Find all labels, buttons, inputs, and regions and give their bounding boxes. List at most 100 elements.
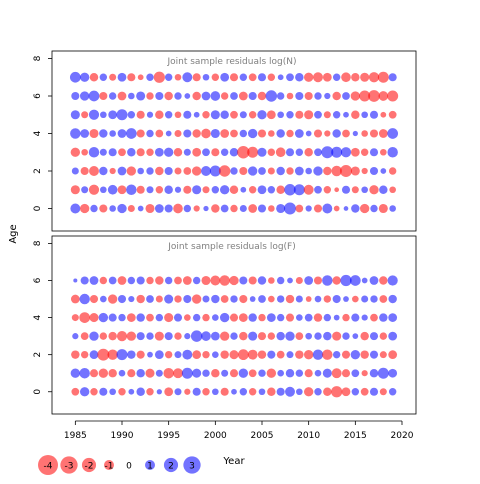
bubble-age4-1992 (136, 313, 145, 322)
bubble-age0-2010 (305, 205, 312, 212)
bubble-age5-1986 (79, 293, 90, 305)
bubble-age5-2016 (361, 111, 368, 119)
bubble-age1-2003 (240, 186, 247, 193)
bubble-age2-2002 (230, 167, 238, 175)
bubble-age1-1990 (118, 369, 126, 377)
bubble-age3-2017 (369, 332, 379, 341)
bubble-age3-1989 (108, 148, 117, 157)
bubble-age3-1997 (184, 333, 191, 340)
bubble-age6-1997 (182, 276, 192, 285)
bubble-age3-2011 (314, 148, 322, 157)
legend-label: 3 (189, 462, 195, 472)
bubble-age5-2011 (314, 295, 322, 303)
bubble-age7-1987 (89, 73, 99, 82)
bubble-age4-2006 (266, 313, 276, 322)
bubble-age1-2011 (314, 185, 322, 194)
bubble-age3-2018 (379, 332, 388, 340)
bubble-age4-1990 (117, 129, 127, 138)
bubble-age3-1990 (118, 148, 126, 157)
bubble-age3-1999 (201, 331, 211, 341)
bubble-age4-1985 (71, 314, 79, 322)
bubble-age0-2013 (331, 386, 343, 398)
bubble-age1-1999 (202, 186, 210, 194)
bubble-age5-2019 (388, 110, 397, 119)
legend-bubble (60, 456, 78, 474)
bubble-age5-2003 (239, 294, 248, 304)
bubble-age2-2008 (286, 351, 294, 359)
bubble-age5-2004 (249, 296, 256, 302)
bubble-age4-2009 (294, 129, 304, 138)
bubble-age4-2011 (313, 313, 323, 322)
bubble-age1-2008 (284, 184, 296, 196)
bubble-age5-2008 (286, 111, 294, 119)
bubble-age3-2013 (331, 146, 343, 158)
bubble-age0-2011 (314, 388, 322, 396)
bubble-age2-2002 (229, 350, 239, 360)
bubble-age1-1998 (192, 185, 202, 195)
bubble-age5-1994 (155, 110, 164, 119)
panel-title: Joint sample residuals log(F) (167, 242, 295, 252)
bubble-age2-2017 (369, 166, 379, 176)
bubble-age0-1995 (164, 204, 173, 213)
bubble-age6-2005 (257, 276, 267, 285)
bubble-age6-2007 (276, 92, 285, 100)
bubble-age4-2003 (239, 129, 248, 138)
bubble-age1-1997 (183, 185, 192, 194)
bubble-age3-2009 (295, 148, 304, 156)
bubble-age3-1992 (136, 148, 145, 157)
bubble-age6-2002 (230, 92, 238, 100)
bubble-age3-2019 (388, 331, 398, 341)
bubble-age3-1986 (81, 148, 88, 156)
bubble-age1-2005 (258, 369, 266, 377)
bubble-age4-1987 (89, 313, 99, 323)
bubble-age1-1989 (107, 184, 118, 195)
bubble-age0-2013 (333, 205, 340, 212)
bubble-age4-2019 (388, 313, 398, 322)
legend-bubble (145, 460, 155, 470)
bubble-age4-1985 (70, 128, 81, 139)
bubble-age2-1998 (191, 166, 202, 176)
bubble-age3-2016 (360, 148, 369, 156)
bubble-age6-2001 (220, 92, 229, 100)
bubble-age1-2014 (341, 185, 351, 194)
bubble-age3-1995 (164, 332, 173, 341)
bubble-age5-1987 (88, 109, 100, 120)
bubble-age1-2018 (379, 185, 388, 194)
bubble-age6-2005 (257, 91, 267, 101)
bubble-age4-1993 (146, 313, 154, 322)
bubble-age7-1998 (192, 73, 201, 82)
bubble-age5-2017 (370, 295, 378, 303)
bubble-age6-2006 (268, 277, 275, 284)
bubble-age3-1992 (136, 332, 145, 341)
x-axis-label: Year (222, 456, 245, 467)
bubble-age5-2018 (379, 295, 388, 303)
bubble-age0-2008 (285, 386, 295, 397)
bubble-age4-1993 (146, 129, 154, 138)
bubble-age4-2003 (238, 313, 248, 322)
bubble-age4-1991 (125, 128, 137, 139)
bubble-age7-1985 (69, 71, 81, 83)
bubble-age3-2012 (321, 146, 334, 159)
bubble-age6-2002 (229, 275, 239, 286)
bubble-age0-2006 (267, 387, 276, 396)
bubble-age6-1994 (155, 91, 164, 101)
bubble-age0-1985 (70, 203, 81, 214)
bubble-age0-2018 (379, 388, 387, 396)
bubble-age5-2007 (276, 295, 285, 303)
bubble-age7-2014 (341, 72, 351, 83)
bubble-age1-1996 (174, 186, 182, 193)
bubble-age2-1998 (192, 350, 202, 360)
bubble-age0-1987 (90, 388, 98, 396)
bubble-age2-2005 (258, 167, 266, 175)
bubble-age2-2015 (350, 349, 361, 360)
bubble-age2-2016 (360, 350, 369, 359)
y-tick-label: 8 (33, 240, 43, 246)
bubble-age7-1992 (137, 74, 144, 81)
bubble-age1-1987 (88, 184, 100, 195)
bubble-age2-2007 (276, 350, 285, 359)
bubble-age2-1999 (202, 350, 210, 359)
bubble-age2-2005 (257, 350, 267, 359)
bubble-age6-2015 (350, 91, 361, 101)
bubble-age2-1995 (164, 166, 173, 176)
bubble-age2-1987 (89, 350, 99, 360)
